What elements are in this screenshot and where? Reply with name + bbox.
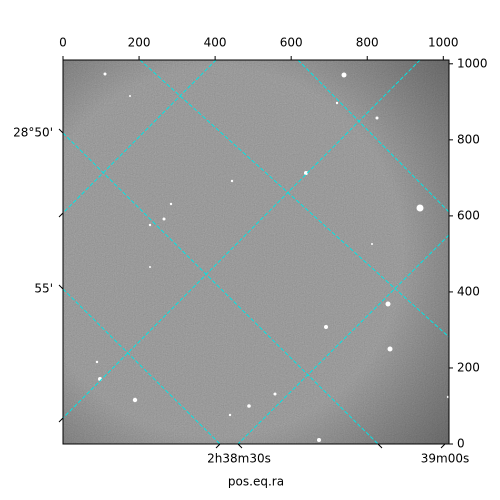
y-tick-label: 1000 xyxy=(457,56,488,70)
world-ticks xyxy=(58,128,446,449)
ra-tick-label: 39m00s xyxy=(421,452,469,466)
x-tick-label: 0 xyxy=(59,36,67,50)
y-tick-label: 200 xyxy=(457,360,480,374)
y-tick-label: 800 xyxy=(457,132,480,146)
coordinate-grid xyxy=(63,60,449,444)
frame xyxy=(62,59,450,445)
y-tick-label: 400 xyxy=(457,284,480,298)
dec-tick-label: 28°50' xyxy=(13,126,53,140)
x-tick-label: 800 xyxy=(356,36,379,50)
x-tick-label: 1000 xyxy=(428,36,459,50)
sky-image xyxy=(63,60,449,444)
x-tick-label: 400 xyxy=(204,36,227,50)
y-tick-label: 600 xyxy=(457,208,480,222)
x-tick-label: 600 xyxy=(280,36,303,50)
x-tick-label: 200 xyxy=(128,36,151,50)
dec-tick-label: 55' xyxy=(34,282,53,296)
y-tick-label: 0 xyxy=(457,437,465,451)
x-axis-label: pos.eq.ra xyxy=(228,475,284,489)
ra-tick-label: 2h38m30s xyxy=(207,452,271,466)
